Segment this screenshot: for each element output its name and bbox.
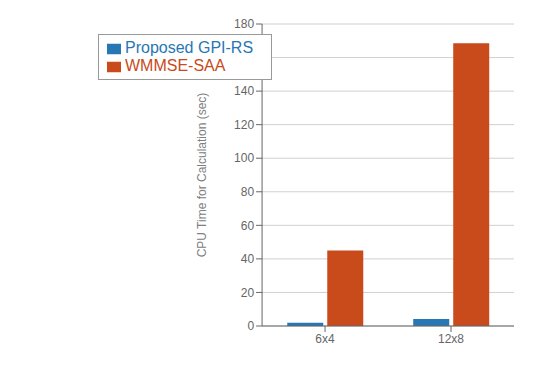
svg-text:6x4: 6x4 [315,332,335,346]
svg-text:CPU Time for Calculation (sec): CPU Time for Calculation (sec) [195,93,209,258]
svg-text:140: 140 [234,84,254,98]
svg-text:60: 60 [241,219,255,233]
svg-text:180: 180 [234,17,254,31]
svg-text:120: 120 [234,118,254,132]
svg-text:0: 0 [247,319,254,333]
svg-text:100: 100 [234,151,254,165]
svg-text:160: 160 [234,51,254,65]
svg-text:12x8: 12x8 [438,332,464,346]
svg-text:40: 40 [241,252,255,266]
svg-text:80: 80 [241,185,255,199]
svg-text:20: 20 [241,286,255,300]
